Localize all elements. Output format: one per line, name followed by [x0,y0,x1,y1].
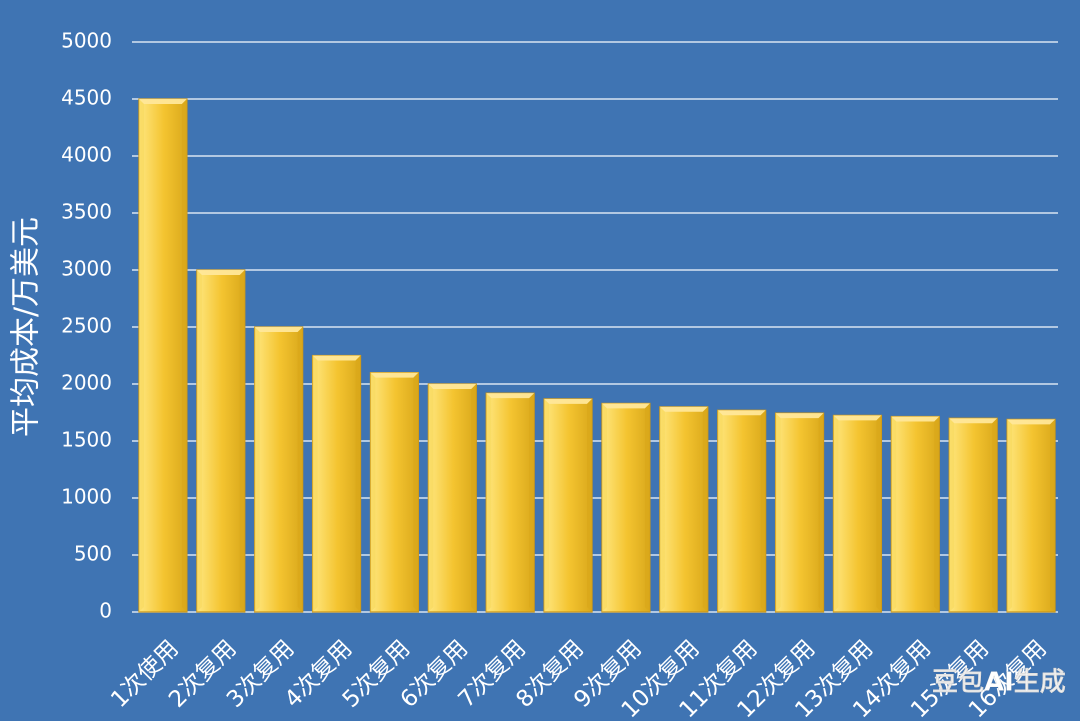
bar-16 [1006,418,1056,613]
bar-left-bevel-10 [659,406,665,612]
bar-left-bevel-1 [138,99,144,612]
bar-right-bevel-5 [413,372,419,612]
bar-right-bevel-16 [1050,419,1056,612]
x-axis-ticks: 1次使用2次复用3次复用4次复用5次复用6次复用7次复用8次复用9次复用10次复… [106,635,1052,721]
bar-top-bevel-6 [428,384,477,389]
bar-group-5 [369,372,420,613]
bar-top-bevel-7 [486,393,535,399]
bar-group-12 [774,412,825,613]
bar-left-bevel-4 [312,355,318,612]
bar-top-bevel-8 [544,398,593,404]
y-tick-label-4500: 4500 [61,86,112,110]
bar-6 [427,383,477,613]
bar-group-3 [254,326,304,613]
bar-3 [254,326,304,613]
y-tick-label-500: 500 [74,542,112,566]
bar-group-16 [1006,418,1056,613]
bar-left-bevel-8 [544,398,550,612]
bar-top-bevel-15 [949,418,998,424]
bar-15 [948,417,998,613]
bar-left-bevel-15 [949,418,955,612]
y-tick-label-0: 0 [99,599,112,623]
bar-7 [485,392,535,613]
y-tick-label-1000: 1000 [61,485,112,509]
bar-11 [717,409,767,613]
y-tick-label-3500: 3500 [61,200,112,224]
bar-right-bevel-6 [471,384,477,612]
bar-left-bevel-7 [486,393,492,612]
bar-left-bevel-9 [601,403,607,612]
bars [138,98,1056,613]
y-axis-label: 平均成本/万美元 [9,217,44,437]
bar-group-10 [659,406,709,613]
bar-top-bevel-16 [1007,419,1056,425]
bar-right-bevel-10 [702,406,708,612]
bar-right-bevel-7 [529,393,535,612]
y-tick-label-3000: 3000 [61,257,112,281]
bar-13 [832,414,883,613]
bar-8 [543,398,593,613]
bar-group-9 [601,402,651,613]
bar-top-bevel-11 [717,410,766,416]
bar-14 [890,415,940,613]
bar-right-bevel-8 [587,398,593,612]
bar-left-bevel-11 [717,410,723,612]
y-axis-ticks: 0 500 1000 1500 2000 2500 3000 3500 4000 4500 5000 [61,29,112,623]
bar-1 [138,98,188,613]
bar-left-bevel-5 [370,372,376,612]
y-tick-label-4000: 4000 [61,143,112,167]
bar-group-4 [311,354,362,613]
bar-top-bevel-2 [196,270,245,275]
bar-top-bevel-14 [891,416,940,422]
bar-left-bevel-12 [775,413,781,612]
bar-9 [601,402,651,613]
bar-group-13 [832,414,883,613]
bar-group-7 [485,392,535,613]
y-tick-label-2500: 2500 [61,314,112,338]
bar-2 [196,269,246,613]
bar-right-bevel-2 [239,270,245,612]
bar-top-bevel-3 [254,327,303,332]
bar-left-bevel-6 [428,384,434,612]
bar-right-bevel-3 [297,327,303,612]
bar-right-bevel-14 [934,416,940,612]
bar-top-bevel-13 [833,415,882,421]
bar-group-2 [196,269,246,613]
bar-10 [659,406,709,613]
bar-right-bevel-15 [992,418,998,612]
bar-top-bevel-5 [370,372,419,378]
bar-left-bevel-14 [891,416,897,612]
bar-right-bevel-12 [818,413,824,612]
bar-top-bevel-9 [601,403,650,409]
bar-top-bevel-1 [138,99,187,104]
y-tick-label-5000: 5000 [61,29,112,53]
bar-right-bevel-13 [876,415,882,612]
bar-right-bevel-11 [760,410,766,612]
bar-group-15 [948,417,998,613]
bar-left-bevel-2 [196,270,202,612]
bar-left-bevel-13 [833,415,839,612]
bar-4 [311,354,362,613]
y-tick-label-1500: 1500 [61,428,112,452]
bar-left-bevel-16 [1007,419,1013,612]
bar-group-11 [717,409,767,613]
bar-group-8 [543,398,593,613]
bar-top-bevel-12 [775,413,824,419]
bar-top-bevel-10 [659,406,708,412]
bar-group-6 [427,383,477,613]
bar-group-1 [138,98,188,613]
bar-5 [369,372,420,613]
bar-right-bevel-1 [181,99,187,612]
watermark: 豆包AI生成 [932,667,1066,698]
bar-group-14 [890,415,940,613]
y-tick-label-2000: 2000 [61,371,112,395]
bar-left-bevel-3 [254,327,260,612]
bar-right-bevel-9 [644,403,650,612]
bar-12 [774,412,825,613]
bar-right-bevel-4 [355,355,361,612]
bar-top-bevel-4 [312,355,361,361]
